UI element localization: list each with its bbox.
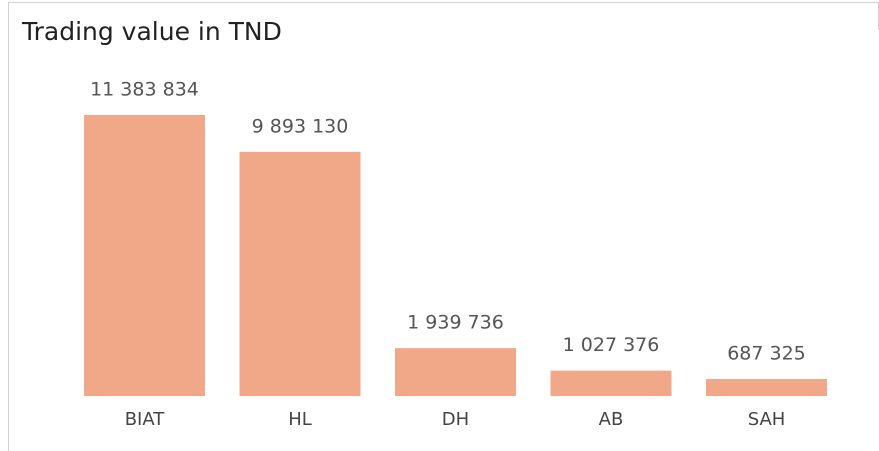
value-label: 9 893 130 bbox=[252, 115, 349, 137]
bar bbox=[706, 379, 827, 396]
bar bbox=[239, 151, 361, 396]
value-label: 11 383 834 bbox=[90, 79, 199, 101]
chart-title: Trading value in TND bbox=[21, 17, 282, 46]
bar bbox=[395, 348, 516, 396]
x-tick-label: AB bbox=[599, 409, 624, 430]
x-tick-label: SAH bbox=[748, 409, 786, 430]
bar bbox=[84, 115, 205, 396]
x-tick-label: BIAT bbox=[125, 409, 166, 430]
x-tick-label: HL bbox=[288, 409, 312, 430]
value-label: 687 325 bbox=[727, 343, 806, 365]
bar bbox=[550, 370, 672, 396]
x-tick-label: DH bbox=[442, 409, 469, 430]
value-label: 1 939 736 bbox=[407, 312, 504, 334]
value-label: 1 027 376 bbox=[563, 334, 660, 356]
frame bbox=[8, 2, 879, 451]
